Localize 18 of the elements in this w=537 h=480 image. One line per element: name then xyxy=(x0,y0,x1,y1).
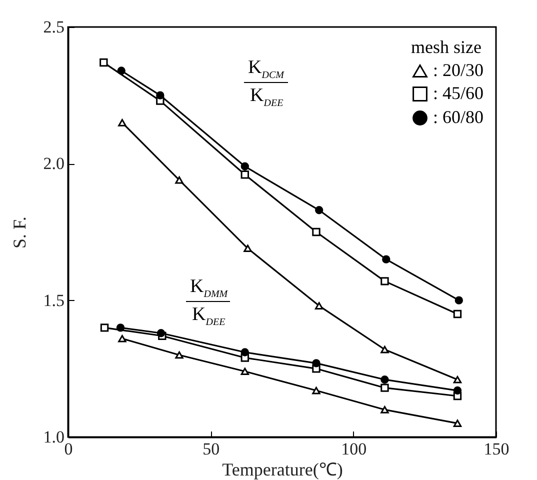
y-tick-label: 2.5 xyxy=(43,18,64,36)
legend-label: : 20/30 xyxy=(433,60,484,80)
y-axis-title: S. F. xyxy=(9,216,30,249)
annotation: K$_{DMM}$ xyxy=(190,276,228,300)
legend-label: : 60/80 xyxy=(433,107,484,127)
x-tick-label: 150 xyxy=(484,440,510,458)
x-tick-label: 0 xyxy=(64,440,73,458)
y-tick-label: 1.5 xyxy=(43,290,64,310)
annotation: K$_{DCM}$ xyxy=(248,57,284,81)
annotation: K$_{DEE}$ xyxy=(250,85,284,109)
annotation: K$_{DEE}$ xyxy=(192,304,226,328)
y-tick-label: 1.0 xyxy=(43,428,64,446)
legend-label: : 45/60 xyxy=(433,83,484,103)
x-axis-title: Temperature(℃) xyxy=(222,460,343,480)
x-tick-label: 50 xyxy=(202,440,220,458)
x-tick-label: 100 xyxy=(341,440,367,458)
legend-title: mesh size xyxy=(411,37,482,57)
y-tick-label: 2.0 xyxy=(43,154,64,174)
